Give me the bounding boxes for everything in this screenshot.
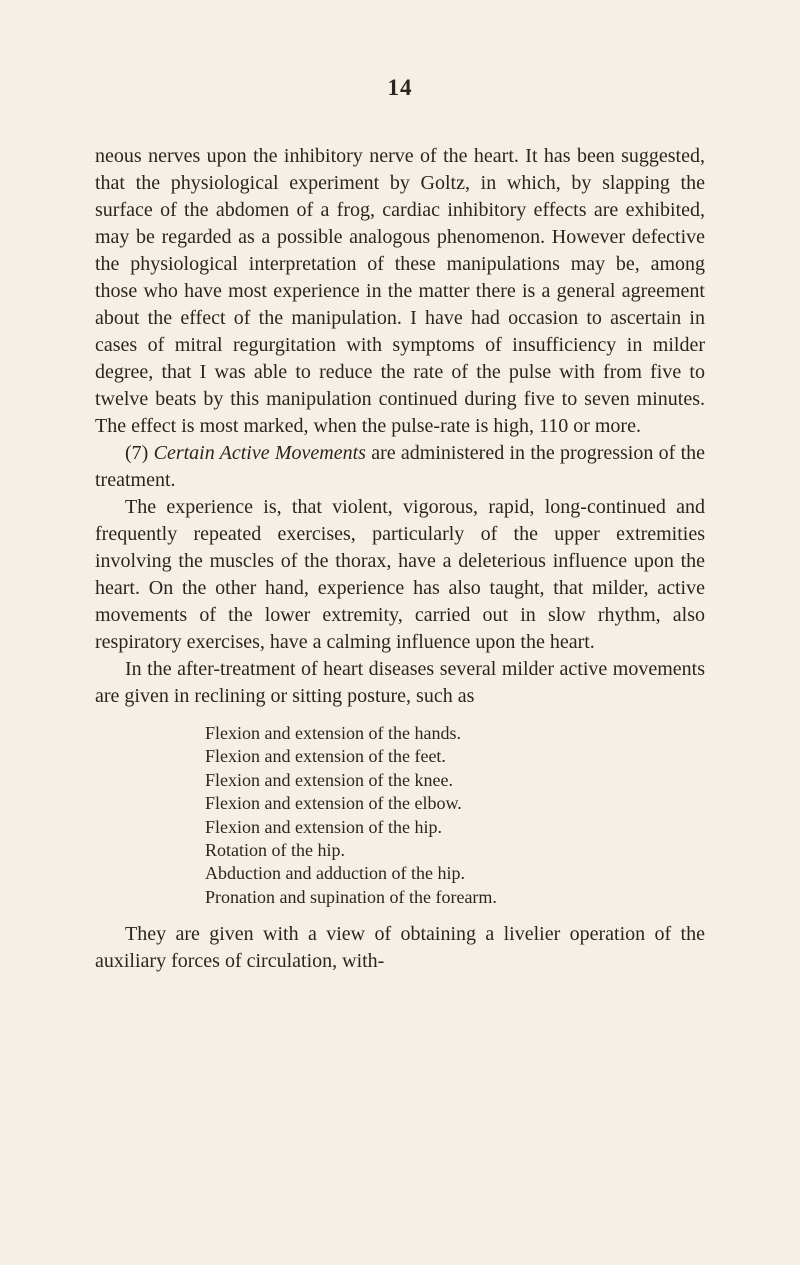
paragraph-2: (7) Certain Active Movements are adminis… (95, 440, 705, 494)
list-item: Flexion and extension of the knee. (205, 769, 705, 792)
list-item: Flexion and extension of the feet. (205, 745, 705, 768)
para2-prefix: (7) (125, 442, 154, 464)
paragraph-1: neous nerves upon the inhibitory nerve o… (95, 143, 705, 440)
para2-italic: Certain Active Movements (154, 442, 366, 464)
page-number: 14 (95, 75, 705, 101)
list-item: Pronation and supination of the forearm. (205, 886, 705, 909)
list-item: Abduction and adduction of the hip. (205, 862, 705, 885)
page-container: 14 neous nerves upon the inhibitory nerv… (0, 0, 800, 1035)
list-item: Flexion and extension of the hands. (205, 722, 705, 745)
movements-list: Flexion and extension of the hands. Flex… (205, 722, 705, 909)
list-item: Rotation of the hip. (205, 839, 705, 862)
paragraph-3: The experience is, that violent, vigorou… (95, 494, 705, 656)
paragraph-4: In the after-treatment of heart diseases… (95, 656, 705, 710)
paragraph-5: They are given with a view of obtaining … (95, 921, 705, 975)
list-item: Flexion and extension of the hip. (205, 816, 705, 839)
list-item: Flexion and extension of the elbow. (205, 792, 705, 815)
